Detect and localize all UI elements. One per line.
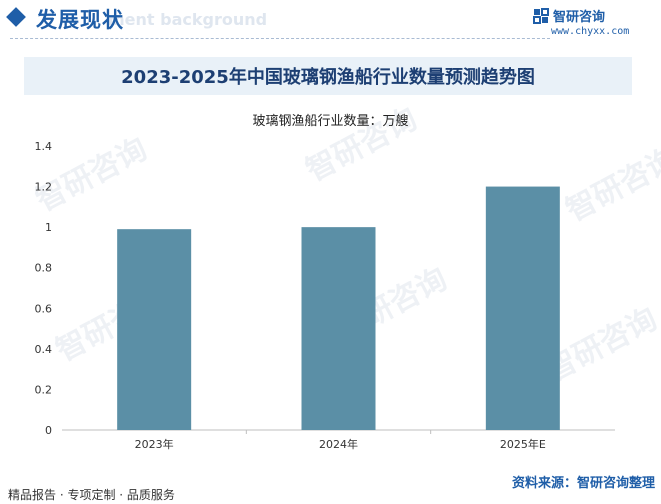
bar <box>117 229 192 430</box>
bar-chart: 1.4 1.2 1 0.8 0.6 0.4 0.2 0 2023年 2024年 2025年E <box>35 140 615 451</box>
chart-title-band: 2023-2025年中国玻璃钢渔船行业数量预测趋势图 <box>24 57 632 95</box>
footer-tagline: 精品报告 · 专项定制 · 品质服务 <box>8 488 175 502</box>
footer-source: 资料来源：智研咨询整理 <box>511 476 655 491</box>
section-subtitle: ment background <box>108 10 268 29</box>
chart-subtitle: 玻璃钢渔船行业数量：万艘 <box>252 114 409 129</box>
section-title: 发展现状 <box>36 8 124 32</box>
chyxx-logo-icon <box>533 8 549 24</box>
y-tick-label: 1.4 <box>35 140 53 153</box>
y-tick-label: 1.2 <box>35 181 53 194</box>
bar <box>301 227 376 430</box>
bar <box>485 186 560 430</box>
y-tick-label: 0.8 <box>35 262 53 275</box>
brand-name: 智研咨询 <box>553 10 606 25</box>
y-tick-label: 1 <box>45 221 52 234</box>
section-header: ment background 发展现状 智研咨询 www.chyxx.com <box>0 0 661 44</box>
y-tick-label: 0.6 <box>35 302 53 315</box>
brand-url[interactable]: www.chyxx.com <box>551 26 630 37</box>
x-tick-label: 2023年 <box>135 437 174 451</box>
brand[interactable]: 智研咨询 www.chyxx.com <box>527 6 647 40</box>
chart-title: 2023-2025年中国玻璃钢渔船行业数量预测趋势图 <box>121 67 535 88</box>
header-divider <box>10 38 550 39</box>
x-tick-label: 2024年 <box>319 437 358 451</box>
footer: 精品报告 · 专项定制 · 品质服务 资料来源：智研咨询整理 <box>0 476 661 504</box>
y-tick-label: 0.2 <box>35 383 53 396</box>
y-tick-label: 0 <box>45 424 52 437</box>
x-tick-label: 2025年E <box>500 437 546 451</box>
y-tick-label: 0.4 <box>35 343 53 356</box>
